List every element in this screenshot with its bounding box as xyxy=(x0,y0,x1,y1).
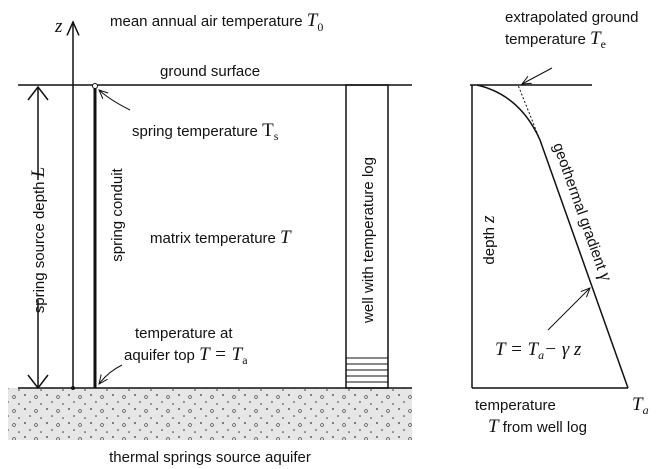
extrapolation-arrow xyxy=(522,67,553,84)
extrapolated-label: temperature Te xyxy=(505,28,606,51)
z-label: z xyxy=(54,16,63,37)
bottom-temperature: Ta xyxy=(632,394,649,417)
air-temperature: mean annual air temperature T0 xyxy=(110,10,323,34)
right-panel: extrapolated ground temperature Te depth… xyxy=(470,9,649,437)
gradient-equation: T = Ta− γ z xyxy=(495,339,582,362)
left-panel: z spring source depth L spring conduit w… xyxy=(8,10,412,466)
aquifer-top-label: temperature at xyxy=(135,325,233,342)
aquifer-top-label: aquifer top T = Ta xyxy=(124,344,248,367)
gradient-arrow xyxy=(547,288,590,331)
ground-surface: ground surface xyxy=(160,63,260,80)
aquifer-top-arrow xyxy=(99,364,123,384)
well-screen xyxy=(346,357,388,383)
well-label: well with temperature log xyxy=(360,157,377,324)
spring-temperature: spring temperature Ts xyxy=(132,120,279,143)
extrapolation xyxy=(517,84,541,141)
conduit-label: spring conduit xyxy=(109,167,126,261)
spring-arrow xyxy=(99,90,131,111)
well xyxy=(345,84,389,389)
depth-label: depth z xyxy=(478,215,499,265)
matrix-temperature: matrix temperature T xyxy=(150,227,292,248)
temperature-label: T from well log xyxy=(488,416,587,437)
aquifer-texture xyxy=(8,388,412,440)
extrapolated-label: extrapolated ground xyxy=(505,9,638,26)
aquifer-label: thermal springs source aquifer xyxy=(109,449,311,466)
gradient-label: geothermal gradient γ xyxy=(548,140,616,284)
spring xyxy=(92,83,98,89)
z-origin xyxy=(71,386,75,390)
temperature-label: temperature xyxy=(475,397,556,414)
source-depth-label: spring source depth L xyxy=(28,167,49,314)
